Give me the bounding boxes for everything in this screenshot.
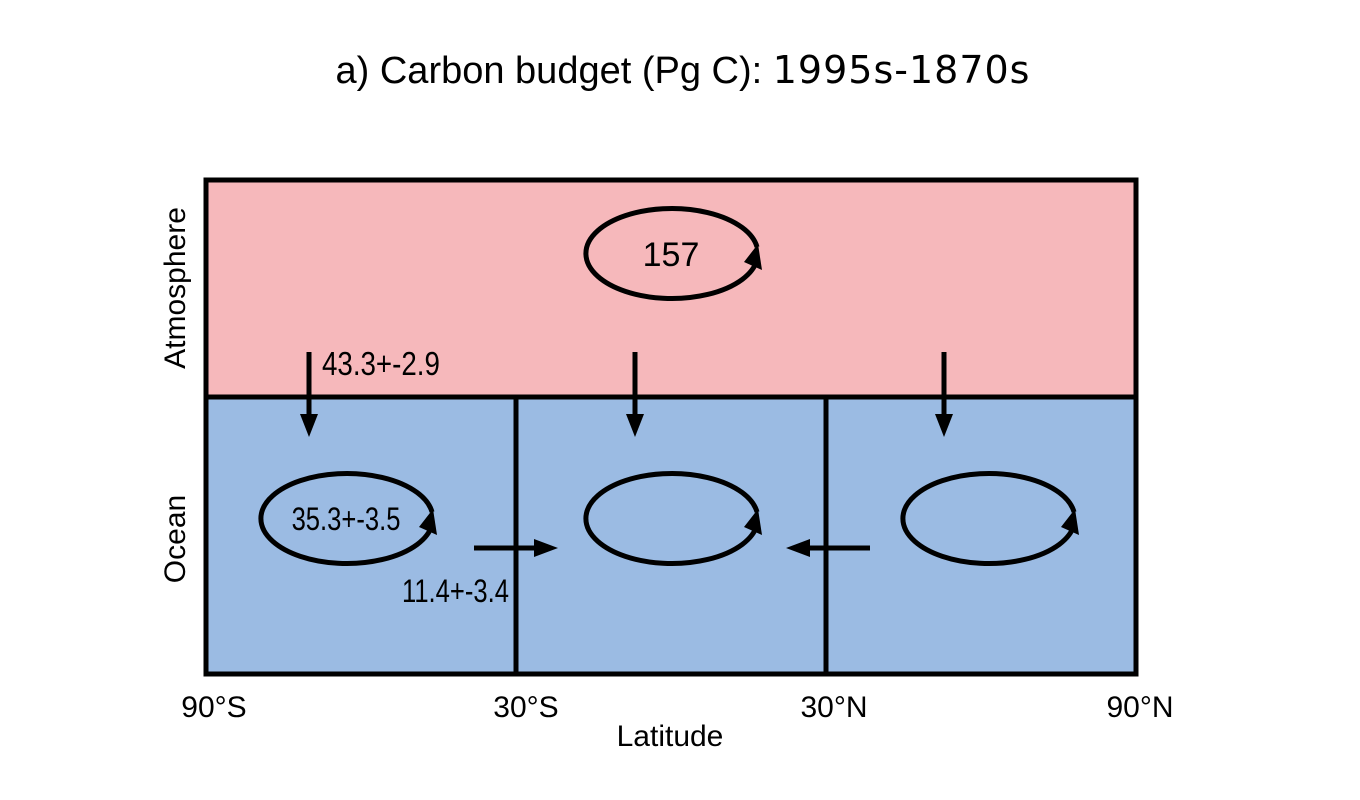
x-tick-30s: 30°S (493, 691, 558, 724)
title-prefix: a) Carbon budget (Pg C): (335, 50, 773, 92)
x-tick-90n: 90°N (1106, 691, 1173, 724)
diagram-title: a) Carbon budget (Pg C): 1995s-1870s (0, 48, 1360, 93)
transport-south-to-tropics-arrow-icon (474, 539, 558, 557)
ocean-south-circulation-value: 35.3+-3.5 (292, 502, 401, 537)
ocean-row-label: Ocean (159, 495, 192, 583)
flux-tropics-arrow-icon (626, 352, 644, 437)
atmosphere-circulation-icon (583, 206, 762, 301)
ocean-south-circulation-icon (258, 471, 437, 566)
diagram-frame (203, 177, 1139, 677)
transport-north-to-tropics-arrow-icon (786, 539, 870, 557)
x-tick-30n: 30°N (800, 691, 867, 724)
x-axis-label: Latitude (617, 720, 724, 753)
flux-north-arrow-icon (935, 352, 953, 437)
title-years: 1995s-1870s (772, 48, 1031, 92)
atmosphere-circulation-value: 157 (643, 236, 700, 274)
ocean-tropics-circulation-icon (583, 471, 762, 566)
flux-south-arrow-icon (300, 352, 318, 437)
atmosphere-box (206, 180, 1136, 397)
atmosphere-row-label: Atmosphere (159, 207, 192, 369)
flux-south-label: 43.3+-2.9 (322, 346, 440, 383)
ocean-box (206, 397, 1136, 674)
ocean-north-circulation-icon (900, 471, 1079, 566)
transport-south-to-tropics-label: 11.4+-3.4 (402, 574, 509, 609)
x-tick-90s: 90°S (181, 691, 246, 724)
